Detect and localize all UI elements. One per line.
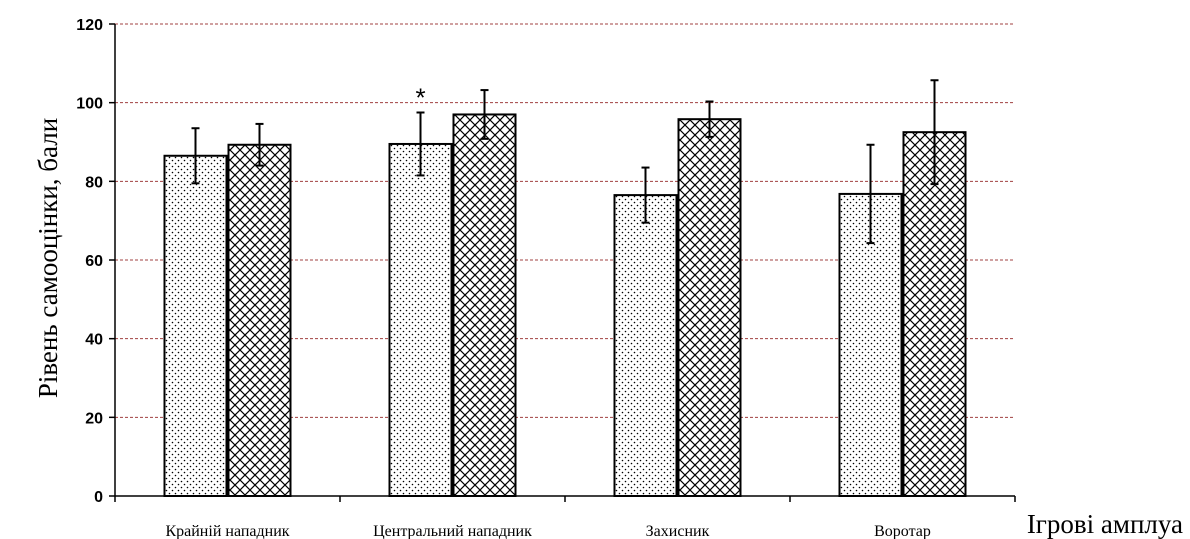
- bars: [163, 113, 967, 498]
- bar: [388, 142, 453, 497]
- bar: [613, 194, 678, 497]
- bar: [163, 154, 228, 497]
- y-tick-label: 40: [85, 332, 103, 349]
- bar: [452, 113, 517, 497]
- bar: [838, 192, 903, 497]
- y-axis-title: Рівень самооцінки, бали: [33, 118, 63, 398]
- x-tick-label: Воротар: [874, 523, 931, 539]
- bar: [677, 118, 742, 497]
- y-tick-label: 80: [85, 174, 103, 191]
- labels: 0 20 40 60 80 100 120 Крайній нападник Центральн…: [76, 17, 931, 539]
- x-tick-label: Крайній нападник: [165, 523, 289, 539]
- significance-marker: *: [415, 83, 425, 113]
- y-tick-label: 60: [85, 253, 103, 270]
- x-tick-label: Захисник: [646, 523, 710, 539]
- bar: [227, 143, 292, 497]
- error-bars: [191, 79, 939, 245]
- bar: [902, 131, 967, 498]
- x-axis-title: Ігрові амплуа: [1027, 509, 1183, 539]
- y-tick-label: 20: [85, 410, 103, 427]
- x-tick-label: Центральний нападник: [373, 523, 532, 539]
- y-tick-label: 0: [94, 489, 103, 506]
- y-tick-label: 120: [76, 17, 103, 34]
- y-tick-label: 100: [76, 96, 103, 113]
